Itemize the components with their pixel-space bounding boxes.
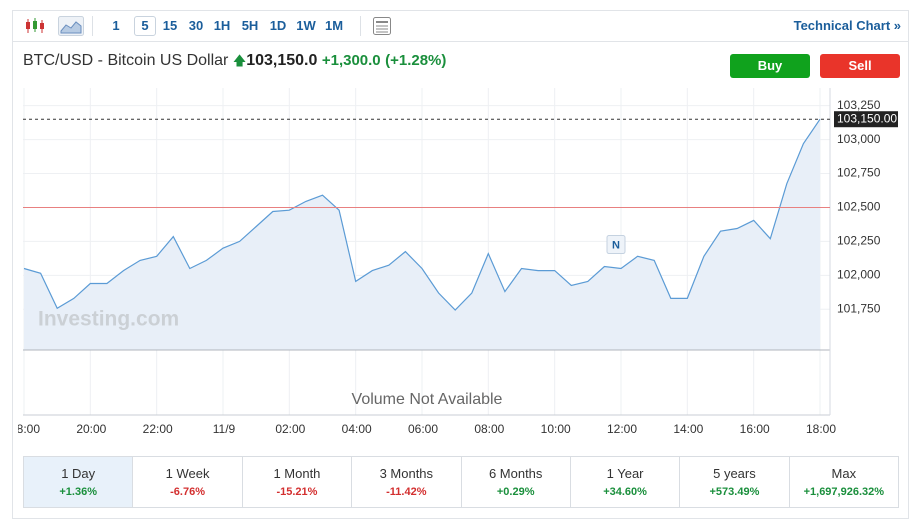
y-tick-label: 102,250	[837, 234, 881, 248]
period-change: -11.42%	[386, 486, 427, 498]
period-label: 6 Months	[488, 466, 543, 481]
period-cell[interactable]: 1 Week -6.76%	[132, 457, 241, 507]
period-cell[interactable]: 1 Month -15.21%	[241, 457, 351, 507]
period-change: +34.60%	[603, 486, 647, 498]
period-change: +1,697,926.32%	[803, 486, 885, 498]
buy-button[interactable]: Buy	[730, 54, 810, 78]
x-tick-label: 11/9	[213, 422, 236, 436]
period-label: 1 Day	[61, 466, 96, 481]
x-tick-label: 04:00	[342, 422, 372, 436]
change: +1,300.0	[321, 52, 381, 69]
quote-header: BTC/USD - Bitcoin US Dollar 🡅103,150.0 +…	[23, 52, 446, 74]
technical-chart-link[interactable]: Technical Chart »	[793, 18, 901, 33]
price-line	[23, 118, 821, 311]
last-price-box	[834, 111, 898, 128]
symbol: BTC/USD - Bitcoin US Dollar	[23, 52, 229, 69]
interval-button[interactable]: 5	[134, 16, 156, 36]
x-tick-label: 14:00	[673, 422, 703, 436]
y-tick-label: 102,500	[837, 200, 881, 214]
period-cell[interactable]: 1 Day +1.36%	[24, 457, 133, 507]
period-cell[interactable]: 3 Months -11.42%	[351, 457, 460, 507]
widget-frame	[12, 10, 909, 519]
period-change: -15.21%	[276, 486, 318, 498]
interval-button[interactable]: 1M	[324, 18, 344, 33]
interval-button[interactable]: 1H	[213, 18, 231, 33]
candle-icon[interactable]	[24, 16, 46, 36]
sell-button[interactable]: Sell	[820, 54, 900, 78]
price: 103,150.0	[246, 52, 318, 69]
x-tick-label: 20:00	[76, 422, 106, 436]
last-price-label: 103,150.00	[837, 111, 897, 125]
x-tick-label: 22:00	[143, 422, 173, 436]
period-bar: 1 Day +1.36% 1 Week -6.76% 1 Month -15.21% 3 M…	[23, 456, 899, 508]
area-fill	[24, 119, 820, 350]
x-tick-label: 06:00	[408, 422, 438, 436]
period-label: 1 Month	[273, 466, 321, 481]
x-tick-label: 12:00	[607, 422, 637, 436]
period-cell[interactable]: Max +1,697,926.32%	[788, 457, 898, 507]
interval-button[interactable]: 1	[112, 18, 120, 33]
period-cell[interactable]: 1 Year +34.60%	[569, 457, 679, 507]
news-marker-box	[606, 235, 626, 255]
chart: 101,750 102,000 102,250 102,500 102,750 103,0…	[18, 88, 898, 436]
x-tick-label: 08:00	[474, 422, 504, 436]
y-tick-label: 102,000	[837, 268, 881, 282]
x-tick-label: 18:00	[806, 422, 836, 436]
toolbar: 1 5 15 30 1H 5H 1D 1W 1M Technical Chart »	[12, 10, 909, 42]
interval-button[interactable]: 30	[188, 18, 204, 33]
change-pct: (+1.28%)	[385, 52, 447, 69]
period-label: 1 Week	[165, 466, 210, 481]
period-label: 3 Months	[379, 466, 434, 481]
volume-note: Volume Not Available	[352, 391, 503, 408]
period-cell[interactable]: 5 years +573.49%	[679, 457, 788, 507]
divider	[360, 16, 361, 36]
y-tick-label: 102,750	[837, 166, 881, 180]
interval-button[interactable]: 1W	[296, 18, 316, 33]
area-icon[interactable]	[58, 16, 84, 36]
period-change: +573.49%	[709, 486, 760, 498]
watermark: Investing.com	[38, 308, 179, 331]
divider	[92, 16, 93, 36]
y-tick-label: 103,000	[837, 132, 881, 146]
period-change: -6.76%	[170, 486, 205, 498]
period-cell[interactable]: 6 Months +0.29%	[460, 457, 570, 507]
interval-button[interactable]: 5H	[241, 18, 259, 33]
interval-button[interactable]: 1D	[269, 18, 287, 33]
x-tick-label: 10:00	[541, 422, 571, 436]
period-label: 5 years	[713, 466, 756, 481]
up-arrow: 🡅	[232, 53, 247, 68]
period-change: +0.29%	[496, 486, 535, 498]
period-label: Max	[831, 466, 857, 481]
table-icon[interactable]	[372, 16, 392, 36]
y-tick-label: 101,750	[837, 301, 881, 315]
x-tick-label: 18:00	[18, 422, 40, 436]
news-marker: N	[612, 239, 620, 251]
period-change: +1.36%	[59, 486, 97, 498]
x-tick-label: 16:00	[740, 422, 770, 436]
x-tick-label: 02:00	[275, 422, 305, 436]
interval-button[interactable]: 15	[162, 18, 178, 33]
y-tick-label: 103,250	[837, 98, 881, 112]
period-label: 1 Year	[606, 466, 644, 481]
